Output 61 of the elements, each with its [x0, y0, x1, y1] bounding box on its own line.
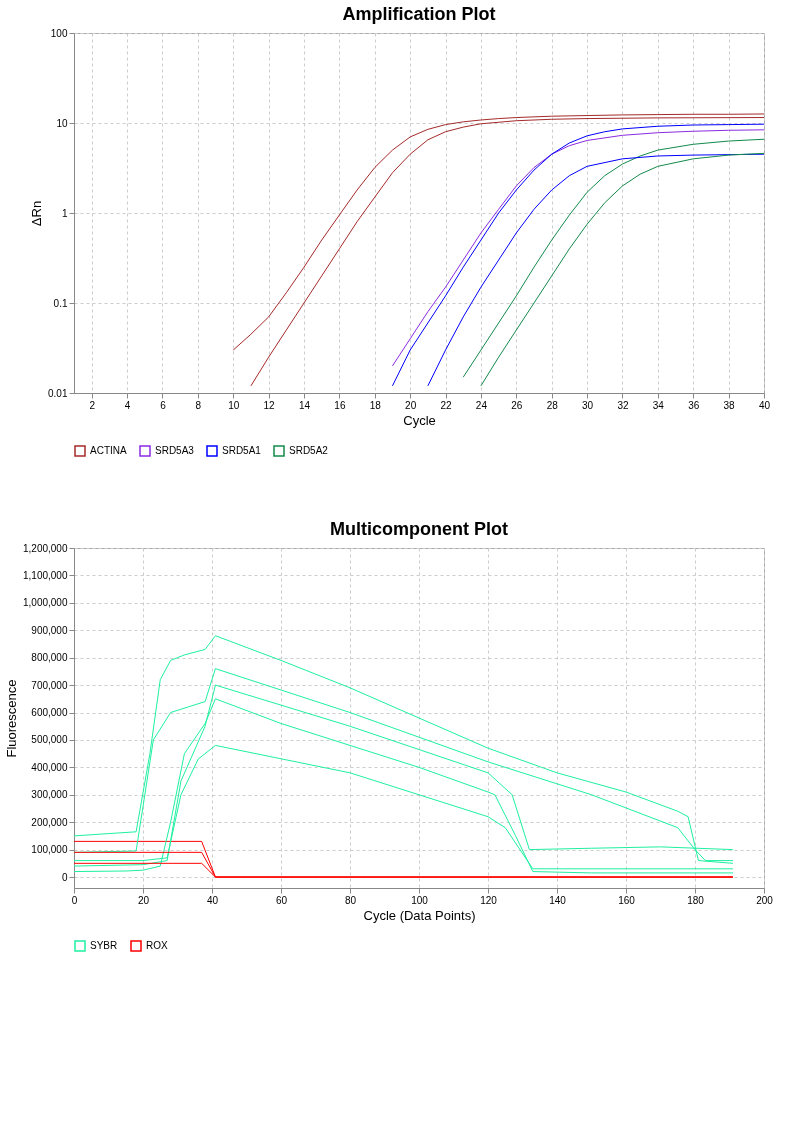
x-tick-label: 22 [440, 399, 453, 411]
legend-label: SYBR [90, 940, 118, 951]
x-tick-label: 160 [618, 894, 636, 906]
y-tick-label: 0.1 [53, 297, 68, 309]
y-tick-label: 700,000 [31, 679, 68, 691]
x-tick-label: 6 [160, 399, 167, 411]
y-tick-label: 200,000 [31, 816, 68, 828]
y-axis-title: ΔRn [29, 200, 45, 227]
x-tick-label: 140 [549, 894, 567, 906]
x-tick-label: 38 [723, 399, 736, 411]
x-tick-label: 0 [71, 894, 78, 906]
y-tick-label: 0.01 [48, 387, 68, 399]
x-axis-title: Cycle [403, 412, 436, 428]
x-tick-label: 40 [206, 894, 219, 906]
legend-label: SRD5A2 [289, 445, 329, 456]
x-tick-label: 2 [89, 399, 96, 411]
x-tick-label: 16 [334, 399, 346, 411]
x-tick-label: 60 [275, 894, 288, 906]
y-tick-label: 1,100,000 [23, 569, 68, 581]
x-tick-label: 4 [124, 399, 131, 411]
y-tick-label: 500,000 [31, 734, 68, 746]
x-tick-label: 28 [546, 399, 559, 411]
y-tick-label: 1,000,000 [23, 597, 68, 609]
x-tick-label: 36 [688, 399, 700, 411]
x-tick-label: 40 [758, 399, 771, 411]
x-tick-label: 14 [298, 399, 311, 411]
y-tick-label: 900,000 [31, 624, 68, 636]
x-tick-label: 20 [137, 894, 150, 906]
legend-label: SRD5A1 [222, 445, 262, 456]
chart-title: Amplification Plot [342, 4, 496, 24]
legend-label: SRD5A3 [155, 445, 195, 456]
x-tick-label: 100 [411, 894, 429, 906]
x-tick-label: 80 [344, 894, 357, 906]
x-tick-label: 10 [228, 399, 240, 411]
x-tick-label: 8 [195, 399, 202, 411]
y-axis-title: Fluorescence [4, 679, 20, 758]
x-tick-label: 12 [263, 399, 276, 411]
y-tick-label: 1 [61, 207, 68, 219]
x-tick-label: 30 [582, 399, 594, 411]
y-tick-label: 100,000 [31, 844, 68, 856]
y-tick-label: 600,000 [31, 707, 68, 719]
y-tick-label: 1,200,000 [23, 542, 68, 554]
x-axis-title: Cycle (Data Points) [363, 907, 476, 923]
x-tick-label: 34 [652, 399, 665, 411]
x-tick-label: 24 [475, 399, 488, 411]
y-tick-label: 0 [61, 871, 68, 883]
x-tick-label: 180 [687, 894, 705, 906]
chart-title: Multicomponent Plot [330, 519, 508, 539]
y-tick-label: 10 [56, 117, 68, 129]
x-tick-label: 200 [756, 894, 774, 906]
y-tick-label: 300,000 [31, 789, 68, 801]
y-tick-label: 400,000 [31, 761, 68, 773]
x-tick-label: 18 [369, 399, 382, 411]
x-tick-label: 32 [617, 399, 629, 411]
legend-label: ACTINA [90, 445, 127, 456]
x-tick-label: 26 [511, 399, 523, 411]
y-tick-label: 800,000 [31, 652, 68, 664]
x-tick-label: 120 [480, 894, 498, 906]
legend-label: ROX [146, 940, 168, 951]
y-tick-label: 100 [50, 27, 68, 39]
x-tick-label: 20 [405, 399, 417, 411]
